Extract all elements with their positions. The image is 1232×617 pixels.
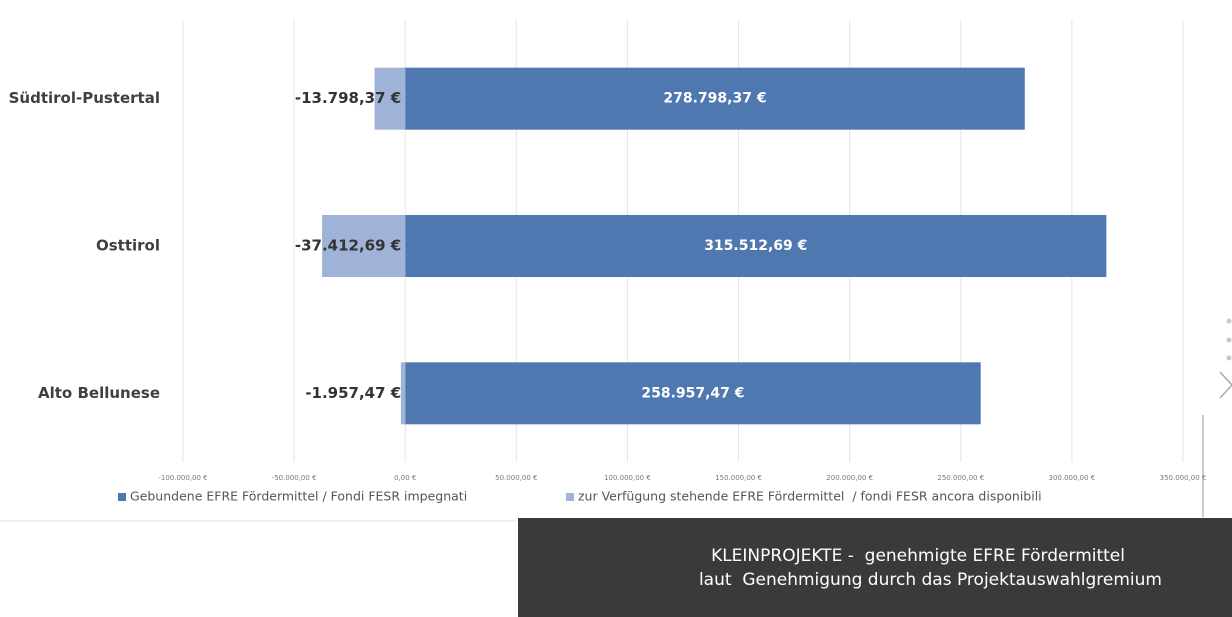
x-tick-label: 150.000,00 € (715, 474, 762, 482)
legend-label: zur Verfügung stehende EFRE Fördermittel… (578, 489, 1042, 504)
caption-line: KLEINPROJEKTE - genehmigte EFRE Fördermi… (711, 546, 1125, 566)
value-label: 315.512,69 € (704, 238, 807, 254)
x-tick-label: 250.000,00 € (937, 474, 984, 482)
caption-line: laut Genehmigung durch das Projektauswah… (699, 570, 1162, 590)
bar (322, 215, 406, 277)
menu-dots[interactable] (1226, 318, 1232, 361)
x-tick-label: 0,00 € (394, 474, 416, 482)
x-tick-label: -100.000,00 € (158, 474, 207, 482)
value-label: 278.798,37 € (663, 91, 766, 107)
bar (405, 362, 981, 425)
value-label: -1.957,47 € (305, 384, 401, 402)
x-tick-label: 50.000,00 € (495, 474, 537, 482)
bar (400, 362, 406, 425)
value-label: 258.957,47 € (641, 385, 744, 401)
next-arrow[interactable] (1219, 371, 1232, 399)
bar (405, 67, 1025, 130)
bar (374, 67, 406, 130)
bar (405, 215, 1107, 277)
x-tick-label: 300.000,00 € (1049, 474, 1096, 482)
legend-swatch (118, 493, 126, 501)
x-tick-label: 100.000,00 € (604, 474, 651, 482)
x-tick-label: -50.000,00 € (272, 474, 317, 482)
category-label: Osttirol (96, 237, 160, 255)
x-tick-label: 200.000,00 € (826, 474, 873, 482)
category-label: Südtirol-Pustertal (9, 89, 160, 107)
category-label: Alto Bellunese (38, 384, 160, 402)
legend-swatch (566, 493, 574, 501)
value-label: -37.412,69 € (295, 237, 401, 255)
caption-box (518, 518, 1232, 617)
value-label: -13.798,37 € (295, 89, 401, 107)
legend-label: Gebundene EFRE Fördermittel / Fondi FESR… (130, 489, 467, 504)
x-tick-label: 350.000,00 € (1160, 474, 1207, 482)
